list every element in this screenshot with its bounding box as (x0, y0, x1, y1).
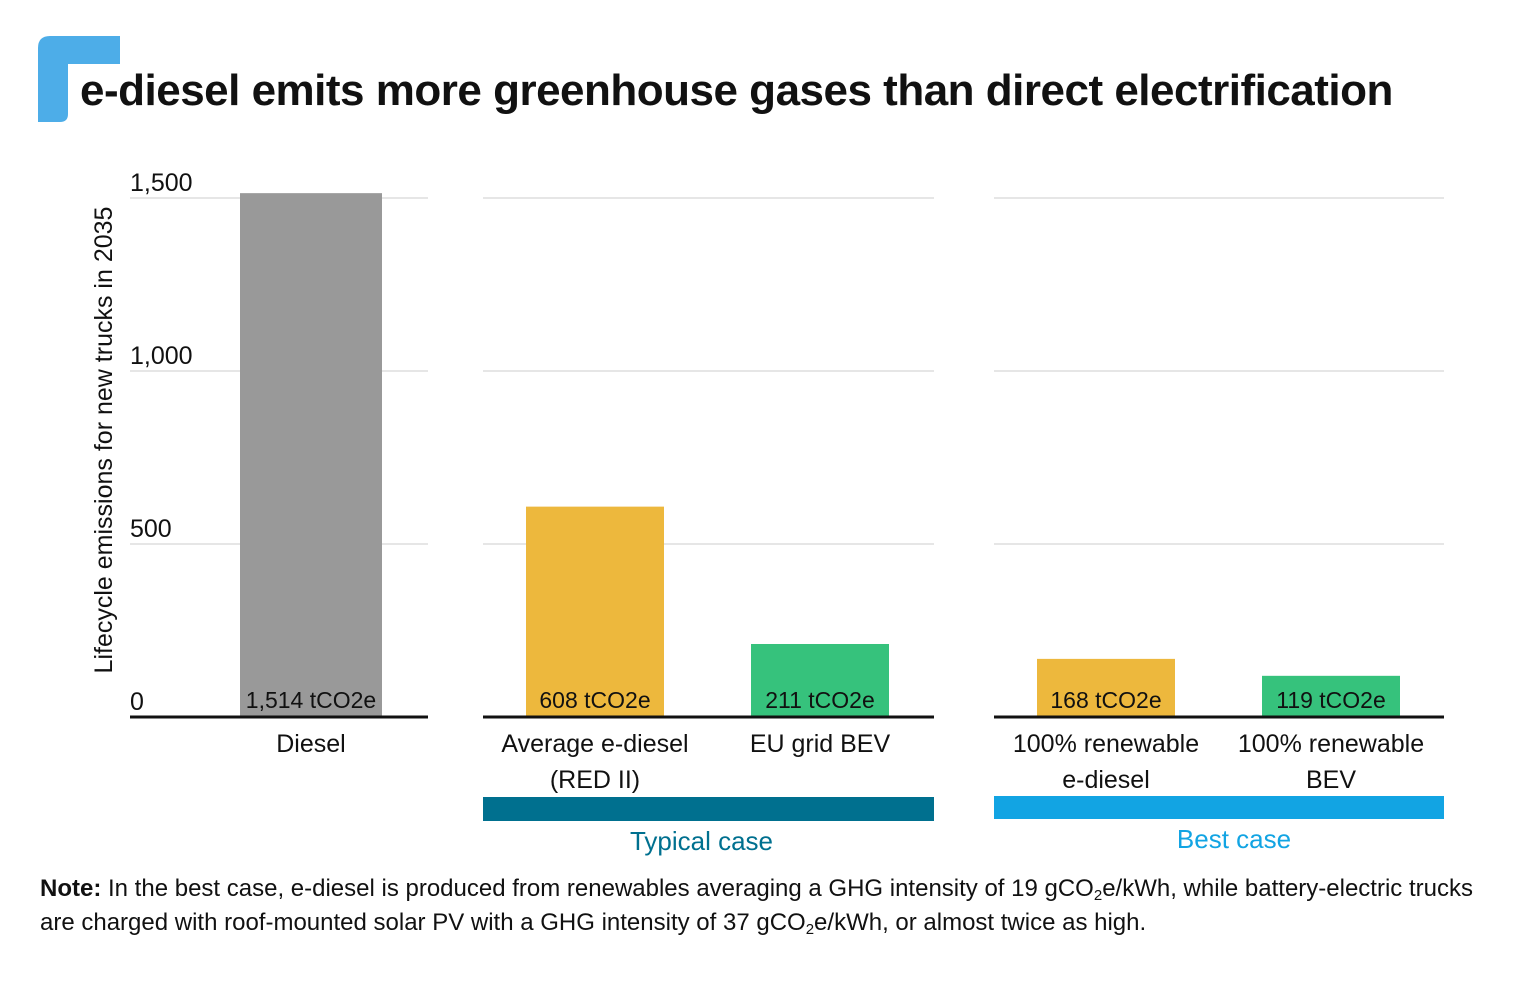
x-category-label: (RED II) (550, 766, 640, 794)
bar (1037, 658, 1175, 717)
bar-value-label: 119 tCO2e (1276, 687, 1386, 713)
note-label: Note: (40, 875, 102, 902)
group-label: Best case (1177, 824, 1291, 854)
group-label: Typical case (630, 826, 773, 856)
bar-value-label: 211 tCO2e (765, 687, 875, 713)
y-axis-label: Lifecycle emissions for new trucks in 20… (90, 207, 118, 674)
bars (240, 193, 1444, 821)
x-category-label: Average e-diesel (501, 730, 688, 758)
x-category-label: e-diesel (1062, 766, 1150, 794)
brand-logo (38, 36, 120, 122)
y-tick-label: 500 (130, 515, 172, 543)
bar-chart: 0 500 1,000 1,500 1,514 tCO2e Diesel 608 tCO2e… (90, 169, 1444, 856)
chart-title: e-diesel emits more greenhouse gases tha… (80, 66, 1393, 115)
bar (751, 643, 889, 717)
x-category-label: 100% renewable (1013, 730, 1199, 758)
note-text: In the best case, e-diesel is produced f… (40, 875, 1473, 938)
bar (240, 193, 382, 717)
group-band (994, 796, 1444, 819)
bar-value-label: 608 tCO2e (539, 687, 650, 713)
bar (526, 506, 664, 717)
x-category-label: Diesel (276, 730, 345, 758)
x-category-label: 100% renewable (1238, 730, 1424, 758)
y-tick-label: 1,000 (130, 342, 193, 370)
bar-value-label: 1,514 tCO2e (246, 687, 376, 713)
bar-value-label: 168 tCO2e (1050, 687, 1161, 713)
y-tick-label: 1,500 (130, 169, 193, 197)
group-band (483, 797, 934, 821)
x-category-label: EU grid BEV (750, 730, 891, 758)
x-category-label: BEV (1306, 766, 1356, 794)
y-tick-label: 0 (130, 688, 144, 716)
bar (1262, 675, 1400, 717)
labels: 0 500 1,000 1,500 1,514 tCO2e Diesel 608 tCO2e… (130, 169, 1424, 856)
chart-note: Note: In the best case, e-diesel is prod… (40, 872, 1480, 940)
